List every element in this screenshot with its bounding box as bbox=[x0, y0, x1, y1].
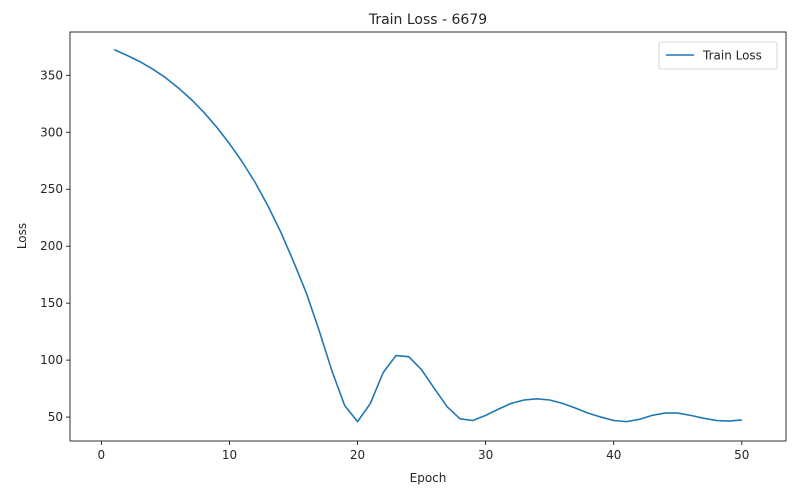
x-axis-ticks: 0 10 20 30 40 50 bbox=[98, 441, 749, 462]
y-tick-label: 100 bbox=[40, 353, 63, 367]
x-tick-label: 20 bbox=[350, 448, 365, 462]
x-axis-label: Epoch bbox=[410, 471, 447, 485]
chart-title: Train Loss - 6679 bbox=[368, 12, 487, 28]
x-tick-label: 0 bbox=[98, 448, 106, 462]
legend: Train Loss bbox=[658, 41, 778, 70]
series-line-0 bbox=[113, 48, 742, 423]
x-tick-label: 10 bbox=[222, 448, 237, 462]
legend-label: Train Loss bbox=[702, 49, 762, 63]
y-tick-label: 50 bbox=[48, 410, 63, 424]
x-tick-label: 30 bbox=[478, 448, 493, 462]
x-tick-label: 40 bbox=[606, 448, 621, 462]
y-tick-label: 350 bbox=[40, 68, 63, 82]
plot-frame bbox=[69, 31, 787, 442]
y-tick-label: 150 bbox=[40, 296, 63, 310]
y-tick-label: 300 bbox=[40, 125, 63, 139]
y-axis-label: Loss bbox=[15, 223, 29, 249]
y-tick-label: 200 bbox=[40, 239, 63, 253]
plot-area bbox=[69, 31, 787, 442]
x-tick-label: 50 bbox=[734, 448, 749, 462]
y-axis-ticks: 50 100 150 200 250 300 350 bbox=[40, 68, 70, 424]
y-tick-label: 250 bbox=[40, 182, 63, 196]
legend-box bbox=[658, 41, 778, 70]
series-layer bbox=[113, 48, 742, 423]
